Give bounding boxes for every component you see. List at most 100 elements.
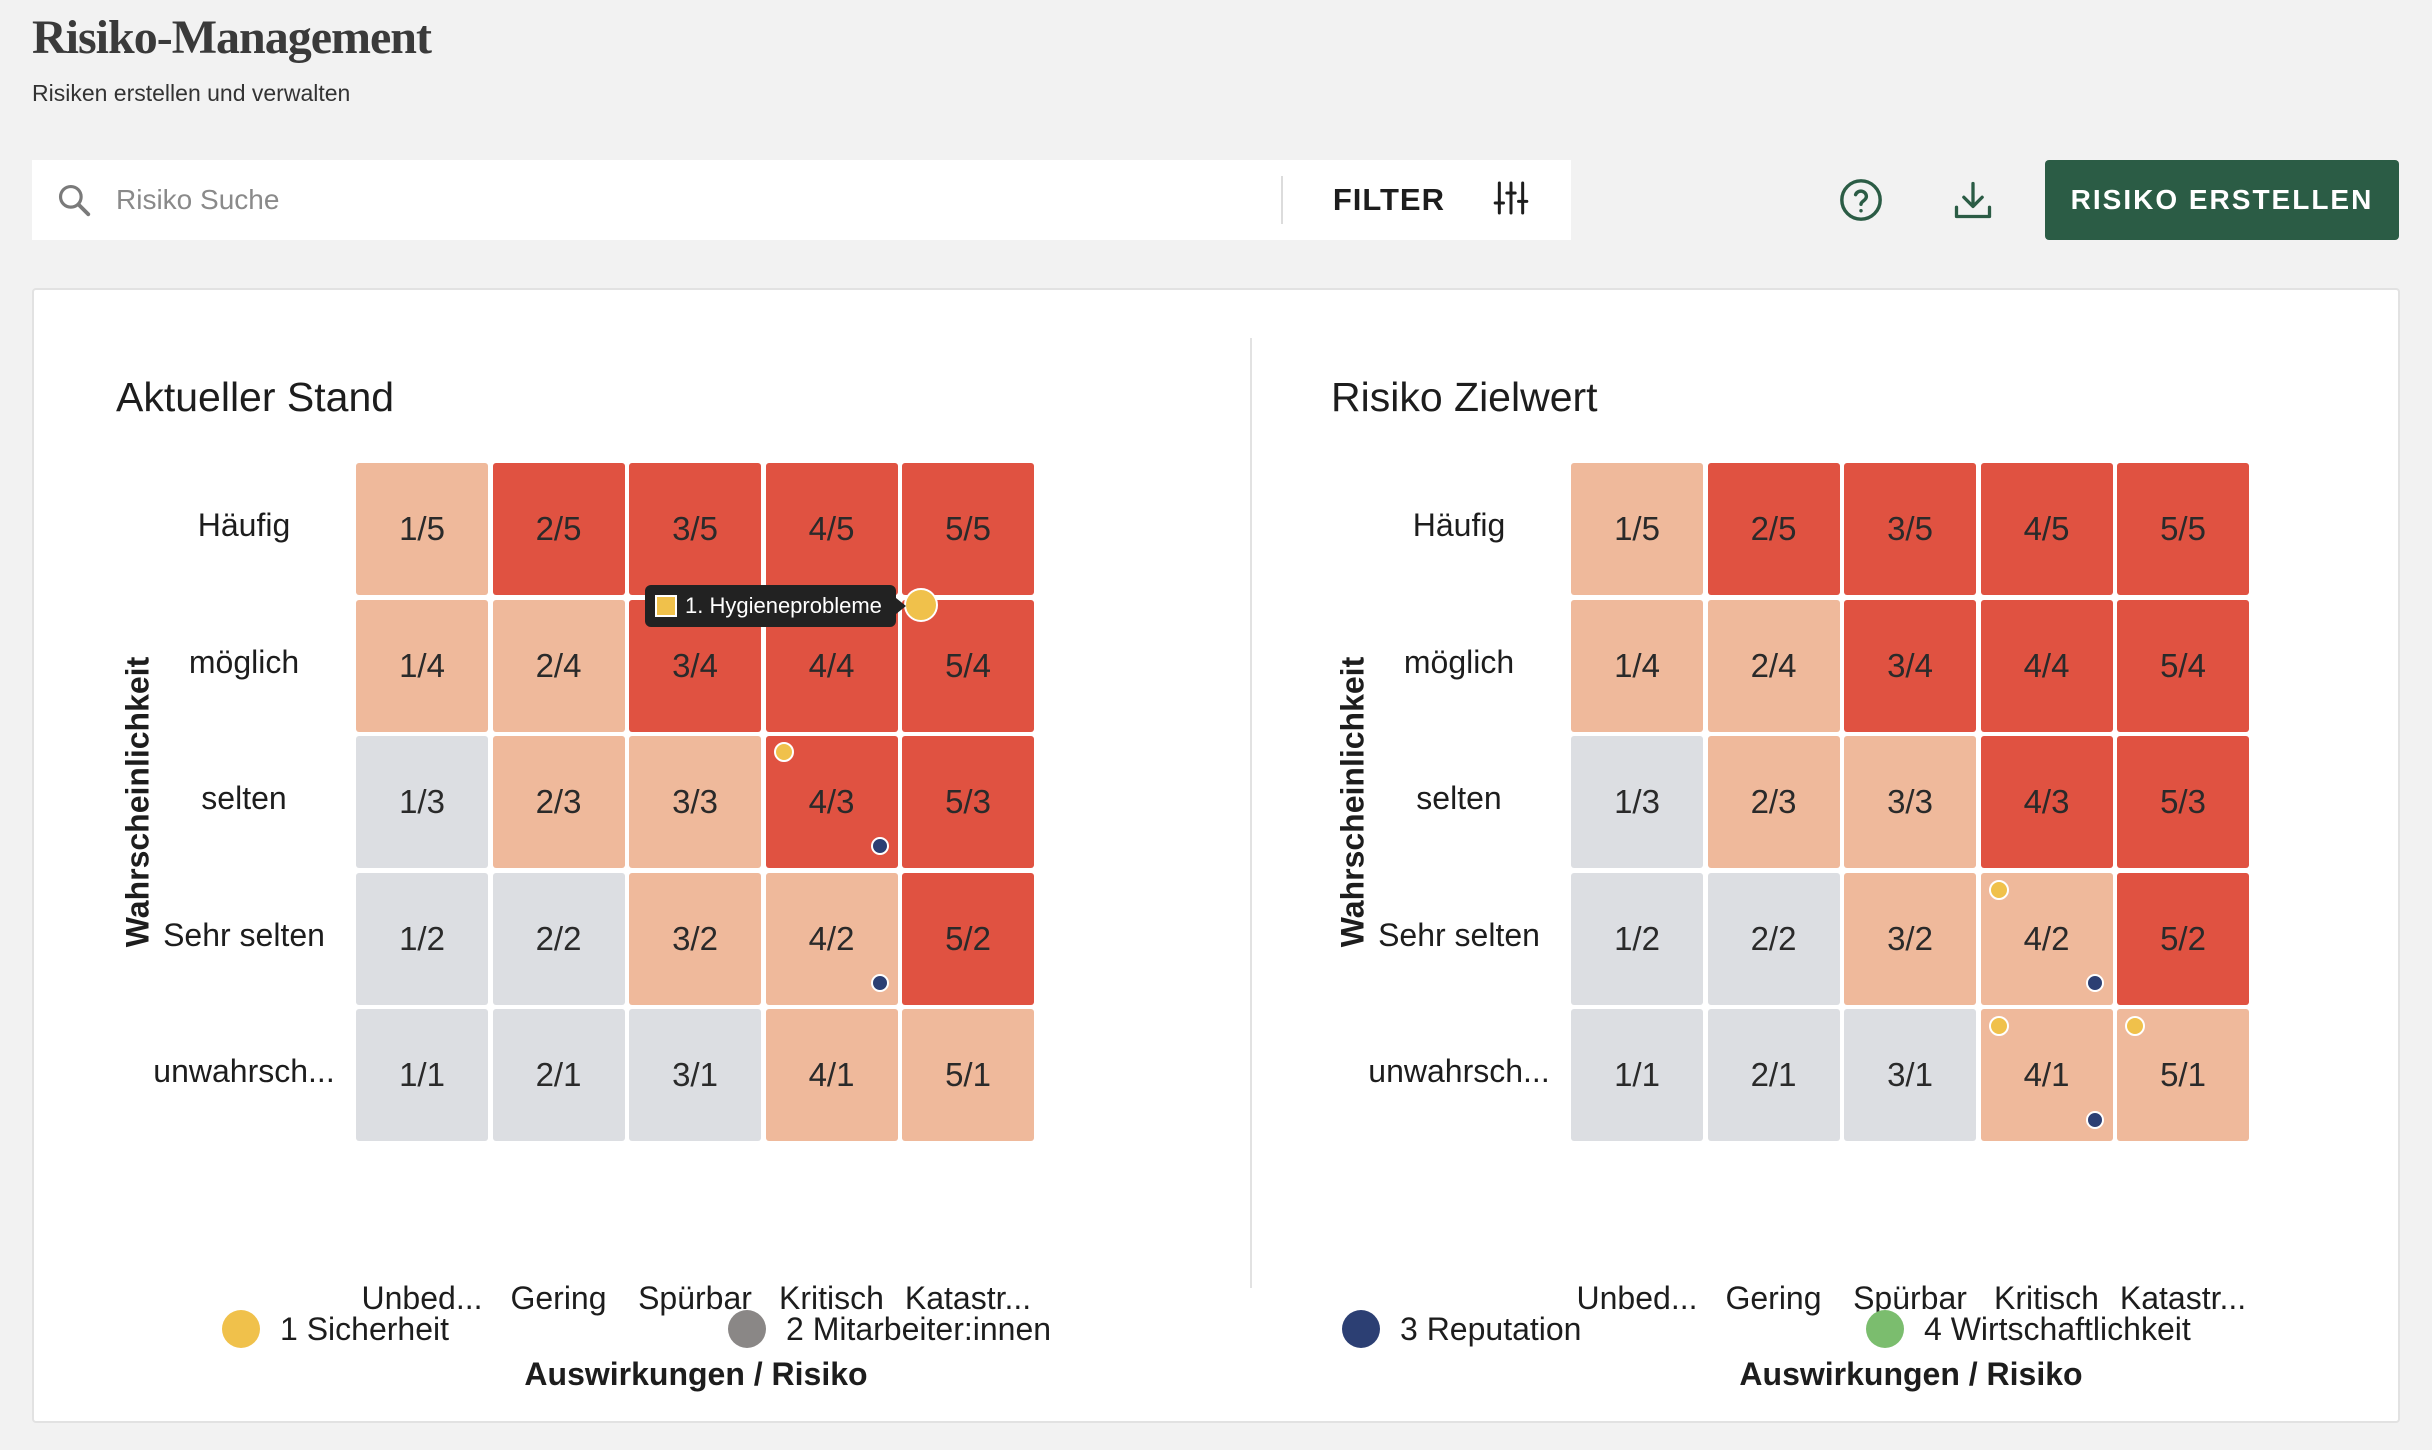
risk-cell[interactable]: 1/4 [1571, 599, 1703, 732]
risk-cell[interactable]: 1/4 [356, 599, 488, 732]
risk-marker-reputation[interactable] [871, 837, 889, 855]
risk-cell[interactable]: 1/5 [356, 463, 488, 595]
risk-cell[interactable]: 4/3 [1980, 736, 2113, 868]
risk-cell[interactable]: 1/2 [356, 872, 488, 1005]
search-input[interactable] [96, 160, 1281, 240]
risk-cell[interactable]: 1/1 [356, 1009, 488, 1141]
panel-divider [1250, 338, 1252, 1288]
page-subtitle: Risiken erstellen und verwalten [32, 80, 351, 106]
risk-cell[interactable]: 2/3 [492, 736, 625, 868]
target-value-panel: Risiko Zielwert Wahrscheinlichkeit 1/5 2/… [1249, 290, 2399, 1392]
risk-cell[interactable]: 5/5 [2117, 463, 2249, 595]
panel-title: Risiko Zielwert [1331, 374, 1598, 420]
column-label: Gering [510, 1280, 607, 1316]
risk-cell[interactable]: 5/3 [902, 736, 1034, 868]
legend-label: 2 Mitarbeiter:innen [786, 1310, 1052, 1347]
risk-cell[interactable]: 3/3 [1844, 736, 1976, 868]
download-button[interactable] [1946, 175, 2000, 229]
risk-cell[interactable]: 5/2 [902, 872, 1034, 1005]
risk-cell[interactable]: 2/1 [492, 1009, 625, 1141]
risk-marker-safety[interactable] [1989, 1016, 2009, 1036]
column-label: Kritisch [779, 1280, 884, 1316]
risk-cell[interactable]: 5/2 [2117, 872, 2249, 1005]
risk-cell[interactable]: 3/1 [1844, 1009, 1976, 1141]
risk-cell[interactable]: 3/5 [629, 463, 761, 595]
risk-cell[interactable]: 3/4 [1844, 599, 1976, 732]
row-label: Häufig [1412, 507, 1506, 543]
sliders-icon [1491, 178, 1531, 223]
create-risk-button[interactable]: RISIKO ERSTELLEN [2045, 160, 2399, 240]
search-divider [1280, 176, 1283, 224]
risk-marker-safety[interactable] [904, 588, 938, 622]
risk-cell[interactable]: 3/2 [629, 872, 761, 1005]
risk-cell[interactable]: 2/4 [492, 599, 625, 732]
column-label: Unbed... [361, 1280, 483, 1316]
risk-cell[interactable]: 4/4 [1980, 599, 2113, 732]
risk-cell[interactable]: 3/2 [1844, 872, 1976, 1005]
risk-cell[interactable]: 2/2 [1707, 872, 1840, 1005]
panel-title: Aktueller Stand [116, 374, 395, 420]
column-label: Katastr... [904, 1280, 1032, 1316]
legend-dot [1342, 1310, 1380, 1348]
risk-grid: 1/5 2/5 3/5 4/5 5/5 1/4 2/4 3/4 4/4 5/4 1/3 2/3 3/3 4… [356, 463, 1036, 1143]
risk-cell[interactable]: 1/3 [1571, 736, 1703, 868]
risk-cell[interactable]: 3/3 [629, 736, 761, 868]
risk-marker-safety[interactable] [774, 742, 794, 762]
risk-cell[interactable]: 1/2 [1571, 872, 1703, 1005]
risk-cell[interactable]: 5/4 [2117, 599, 2249, 732]
row-label: unwahrsch... [1368, 1053, 1550, 1089]
risk-matrix-card: Aktueller Stand Wahrscheinlichkeit 1/5 2/… [32, 288, 2400, 1423]
filter-button[interactable]: FILTER [1283, 160, 1571, 240]
risk-marker-reputation[interactable] [2086, 1111, 2104, 1129]
risk-tooltip: 1. Hygieneprobleme [645, 585, 906, 627]
page-title: Risiko-Management [32, 11, 432, 64]
risk-cell[interactable]: 5/3 [2117, 736, 2249, 868]
risk-cell[interactable]: 3/1 [629, 1009, 761, 1141]
column-label: Spürbar [1853, 1280, 1967, 1316]
risk-marker-reputation[interactable] [2086, 974, 2104, 992]
legend-label: 3 Reputation [1400, 1310, 1582, 1347]
risk-cell[interactable]: 1/1 [1571, 1009, 1703, 1141]
risk-cell[interactable]: 4/5 [765, 463, 898, 595]
risk-cell[interactable]: 1/3 [356, 736, 488, 868]
risk-cell[interactable]: 4/5 [1980, 463, 2113, 595]
current-state-panel: Aktueller Stand Wahrscheinlichkeit 1/5 2/… [34, 290, 1184, 1392]
column-label: Katastr... [2119, 1280, 2247, 1316]
row-label: möglich [1403, 643, 1515, 680]
legend-label: 4 Wirtschaftlichkeit [1924, 1310, 2191, 1347]
tooltip-label: 1. Hygieneprobleme [685, 593, 882, 618]
risk-cell[interactable]: 3/5 [1844, 463, 1976, 595]
legend-item[interactable]: 4 Wirtschaftlichkeit [1866, 1310, 2191, 1348]
risk-cell[interactable]: 5/5 [902, 463, 1034, 595]
risk-cell[interactable]: 2/2 [492, 872, 625, 1005]
column-label: Spürbar [638, 1280, 752, 1316]
risk-cell[interactable]: 2/5 [1707, 463, 1840, 595]
legend-dot [222, 1310, 260, 1348]
x-axis-label: Auswirkungen / Risiko [1739, 1356, 2083, 1392]
help-button[interactable] [1834, 175, 1888, 229]
column-label: Gering [1725, 1280, 1822, 1316]
legend-item[interactable]: 1 Sicherheit [222, 1310, 449, 1348]
risk-marker-reputation[interactable] [871, 974, 889, 992]
search-bar: FILTER [32, 160, 1571, 240]
row-label: möglich [188, 643, 300, 680]
help-circle-icon [1838, 177, 1884, 228]
risk-marker-safety[interactable] [2125, 1016, 2145, 1036]
risk-cell[interactable]: 4/1 [765, 1009, 898, 1141]
risk-cell[interactable]: 2/1 [1707, 1009, 1840, 1141]
row-label: Häufig [197, 507, 291, 543]
risk-cell[interactable]: 2/4 [1707, 599, 1840, 732]
column-label: Kritisch [1994, 1280, 2099, 1316]
risk-cell[interactable]: 1/5 [1571, 463, 1703, 595]
legend-item[interactable]: 3 Reputation [1342, 1310, 1581, 1348]
legend-dot [728, 1310, 766, 1348]
tooltip-swatch [655, 595, 677, 617]
risk-cell[interactable]: 2/3 [1707, 736, 1840, 868]
risk-cell[interactable]: 2/5 [492, 463, 625, 595]
legend-dot [1866, 1310, 1904, 1348]
download-icon [1951, 178, 1995, 227]
filter-label: FILTER [1332, 182, 1445, 217]
risk-cell[interactable]: 5/1 [902, 1009, 1034, 1141]
legend-item[interactable]: 2 Mitarbeiter:innen [728, 1310, 1051, 1348]
risk-marker-safety[interactable] [1989, 880, 2009, 900]
